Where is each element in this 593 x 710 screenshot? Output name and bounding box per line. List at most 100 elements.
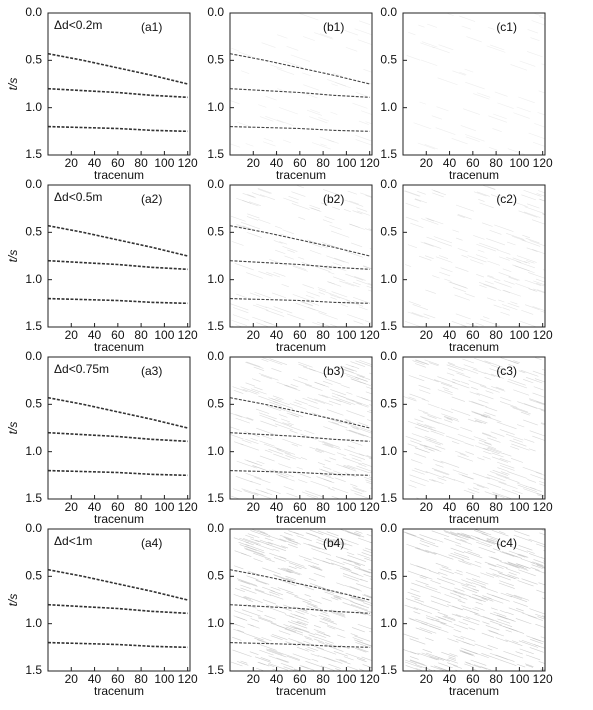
noise <box>410 659 425 666</box>
noise <box>493 611 507 617</box>
noise <box>285 641 299 647</box>
noise <box>512 489 523 495</box>
y-axis-label: t/s <box>6 422 20 435</box>
y-tick-label: 1.0 <box>25 444 42 458</box>
noise <box>406 532 424 540</box>
noise <box>353 605 372 613</box>
noise <box>536 282 545 287</box>
noise <box>419 101 426 105</box>
panel-label: (b1) <box>323 20 344 34</box>
noise <box>317 462 326 466</box>
noise <box>536 401 545 405</box>
noise <box>246 599 254 602</box>
noise <box>476 92 491 98</box>
noise <box>332 487 349 494</box>
noise <box>245 361 264 369</box>
noise <box>231 495 241 499</box>
noise <box>280 471 294 478</box>
noise <box>447 13 454 17</box>
noise <box>415 664 430 670</box>
noise <box>346 375 360 381</box>
noise <box>482 615 498 622</box>
noise <box>500 471 510 475</box>
noise <box>519 320 538 327</box>
noise <box>471 582 487 588</box>
noise <box>363 265 372 270</box>
noise <box>464 134 485 142</box>
noise <box>419 389 431 394</box>
noise <box>244 431 260 437</box>
noise <box>522 466 542 475</box>
noise <box>482 456 491 460</box>
noise <box>330 597 339 601</box>
noise <box>424 255 434 259</box>
noise <box>283 532 293 536</box>
noise <box>303 84 320 91</box>
noise <box>350 600 364 607</box>
x-tick-label: 120 <box>178 500 198 514</box>
noise <box>439 586 458 593</box>
noise <box>453 629 462 633</box>
noise <box>474 560 482 564</box>
reflection-event <box>230 604 370 614</box>
noise <box>491 456 509 463</box>
noise <box>490 556 499 560</box>
noise <box>478 399 489 404</box>
reflection-event <box>230 88 370 98</box>
noise <box>500 592 513 598</box>
noise <box>291 443 299 447</box>
noise <box>331 562 351 570</box>
noise <box>310 109 321 114</box>
noise <box>433 236 453 244</box>
noise <box>462 618 480 626</box>
noise <box>322 617 335 623</box>
noise <box>238 51 253 57</box>
noise <box>356 374 365 378</box>
noise <box>236 460 257 469</box>
noise <box>473 664 488 670</box>
x-axis-label: tracenum <box>449 512 499 526</box>
noise <box>308 634 318 639</box>
noise <box>508 562 528 570</box>
x-tick-label: 80 <box>134 500 148 514</box>
noise <box>508 628 525 634</box>
noise <box>409 651 420 655</box>
noise <box>511 546 528 553</box>
noise <box>518 210 538 218</box>
noise <box>318 312 338 320</box>
noise <box>471 593 487 600</box>
noise <box>363 602 372 607</box>
noise <box>349 586 360 591</box>
noise <box>426 617 434 621</box>
noise <box>449 653 458 657</box>
noise <box>293 606 308 612</box>
noise <box>528 132 545 140</box>
noise <box>423 444 439 451</box>
y-tick-label: 1.0 <box>207 616 224 630</box>
noise <box>234 610 253 618</box>
noise <box>270 594 284 600</box>
noise <box>425 549 437 555</box>
noise <box>236 197 252 204</box>
noise <box>265 116 284 124</box>
noise <box>304 594 311 597</box>
noise <box>455 266 469 272</box>
x-tick-label: 120 <box>533 156 553 170</box>
noise <box>476 541 491 548</box>
noise <box>481 533 501 541</box>
noise <box>307 242 323 248</box>
noise <box>328 244 342 250</box>
noise <box>246 460 258 465</box>
noise <box>331 83 338 87</box>
noise <box>428 570 440 575</box>
noise <box>486 238 506 246</box>
noise <box>457 455 474 462</box>
noise <box>487 474 506 482</box>
noise <box>284 452 302 460</box>
noise <box>497 572 517 580</box>
noise <box>403 190 420 197</box>
panel-label: (a2) <box>141 192 162 206</box>
noise <box>288 565 297 570</box>
y-tick-label: 0.0 <box>380 521 397 535</box>
panel <box>48 224 188 305</box>
